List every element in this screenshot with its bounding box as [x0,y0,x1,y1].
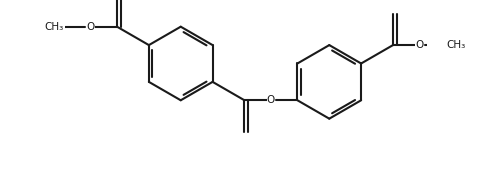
Text: O: O [415,40,424,50]
Text: CH₃: CH₃ [45,22,64,32]
Text: CH₃: CH₃ [446,40,465,50]
Text: O: O [87,22,94,32]
Text: O: O [267,95,275,105]
